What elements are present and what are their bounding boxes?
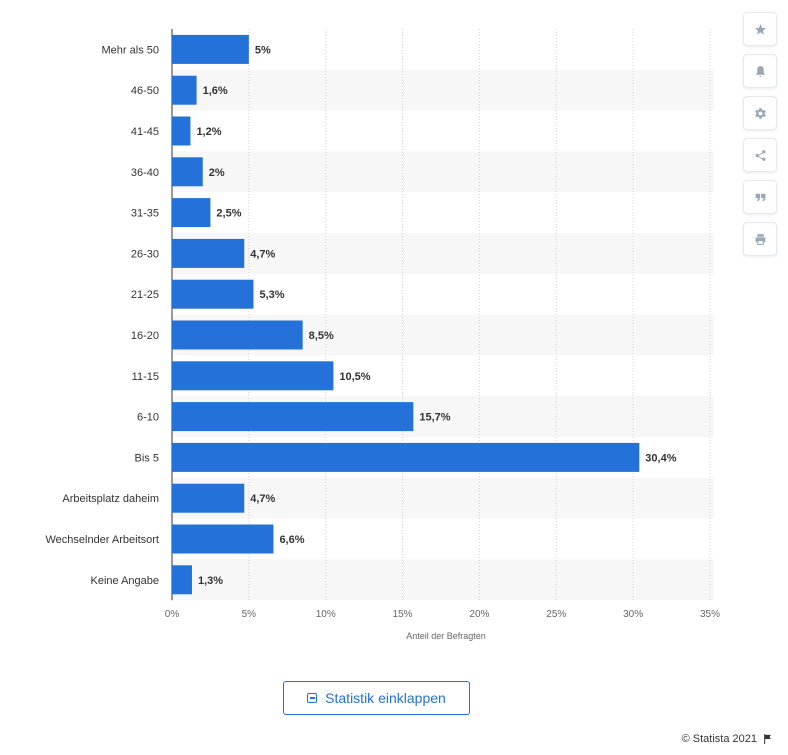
minus-square-icon	[307, 693, 318, 703]
bar	[172, 238, 245, 268]
value-label: 2,5%	[216, 208, 241, 220]
value-label: 1,6%	[203, 85, 228, 97]
notification-button[interactable]	[743, 54, 777, 88]
bar	[172, 565, 192, 595]
value-label: 1,3%	[198, 575, 223, 587]
bar	[172, 524, 274, 554]
share-icon	[755, 149, 765, 161]
x-tick-label: 20%	[469, 609, 489, 620]
share-button[interactable]	[743, 138, 777, 172]
value-label: 5%	[255, 44, 271, 56]
footer: © Statista 2021	[682, 733, 772, 745]
bar	[172, 483, 245, 513]
print-button[interactable]	[743, 222, 777, 256]
bar	[172, 442, 640, 472]
category-label: Bis 5	[135, 452, 159, 464]
x-tick-label: 25%	[546, 609, 566, 620]
x-tick-label: 35%	[700, 609, 720, 620]
bar	[172, 34, 249, 64]
bar	[172, 361, 334, 391]
toolbar	[743, 12, 777, 256]
x-axis-title: Anteil der Befragten	[406, 631, 486, 641]
category-label: Wechselnder Arbeitsort	[45, 534, 159, 546]
row-band	[172, 69, 714, 111]
category-label: 11-15	[132, 371, 159, 383]
x-tick-label: 30%	[623, 609, 643, 620]
bar	[172, 279, 254, 309]
favorite-button[interactable]	[743, 12, 777, 46]
value-label: 4,7%	[250, 493, 275, 505]
print-icon	[755, 233, 765, 245]
value-label: 8,5%	[309, 330, 334, 342]
chart-area: 0% 5% 10% 15% 20% 25% 30% 35% Mehr als 50 5% 46-50…	[45, 29, 720, 641]
category-label: 21-25	[131, 289, 159, 301]
value-label: 6,6%	[279, 534, 304, 546]
value-label: 15,7%	[419, 412, 450, 424]
bar	[172, 116, 191, 146]
category-label: Mehr als 50	[102, 44, 159, 56]
row-band	[172, 559, 714, 601]
row-band	[172, 233, 714, 274]
bar	[172, 402, 414, 432]
category-label: 26-30	[131, 248, 159, 260]
x-tick-label: 0%	[165, 609, 180, 620]
value-label: 4,7%	[250, 248, 275, 260]
x-tick-label: 15%	[393, 609, 413, 620]
value-label: 10,5%	[339, 371, 370, 383]
row-band	[172, 151, 714, 193]
value-label: 2%	[209, 167, 225, 179]
category-label: 31-35	[131, 208, 159, 220]
cite-button[interactable]	[743, 180, 777, 214]
category-label: 6-10	[137, 412, 159, 424]
gear-icon	[754, 107, 766, 119]
category-label: Arbeitsplatz daheim	[62, 493, 159, 505]
x-tick-label: 5%	[242, 609, 257, 620]
bar	[172, 198, 211, 228]
value-label: 5,3%	[259, 289, 284, 301]
bar	[172, 157, 203, 187]
category-label: Keine Angabe	[90, 575, 159, 587]
collapse-statistic-button[interactable]: Statistik einklappen	[283, 681, 470, 715]
value-label: 30,4%	[645, 452, 676, 464]
category-label: 46-50	[131, 85, 159, 97]
collapse-button-label: Statistik einklappen	[325, 690, 446, 706]
bar-chart: 0% 5% 10% 15% 20% 25% 30% 35% Mehr als 50 5% 46-50…	[45, 29, 720, 641]
value-label: 1,2%	[196, 126, 221, 138]
flag-icon[interactable]	[763, 734, 772, 744]
category-label: 41-45	[131, 126, 159, 138]
bar	[172, 320, 303, 350]
row-band	[172, 477, 714, 519]
star-icon	[754, 23, 766, 34]
x-tick-label: 10%	[316, 609, 336, 620]
category-label: 36-40	[131, 167, 159, 179]
bell-icon	[755, 65, 765, 77]
bar	[172, 75, 197, 105]
settings-button[interactable]	[743, 96, 777, 130]
copyright-text: © Statista 2021	[681, 733, 757, 745]
category-label: 16-20	[131, 330, 159, 342]
quote-icon	[755, 193, 765, 201]
